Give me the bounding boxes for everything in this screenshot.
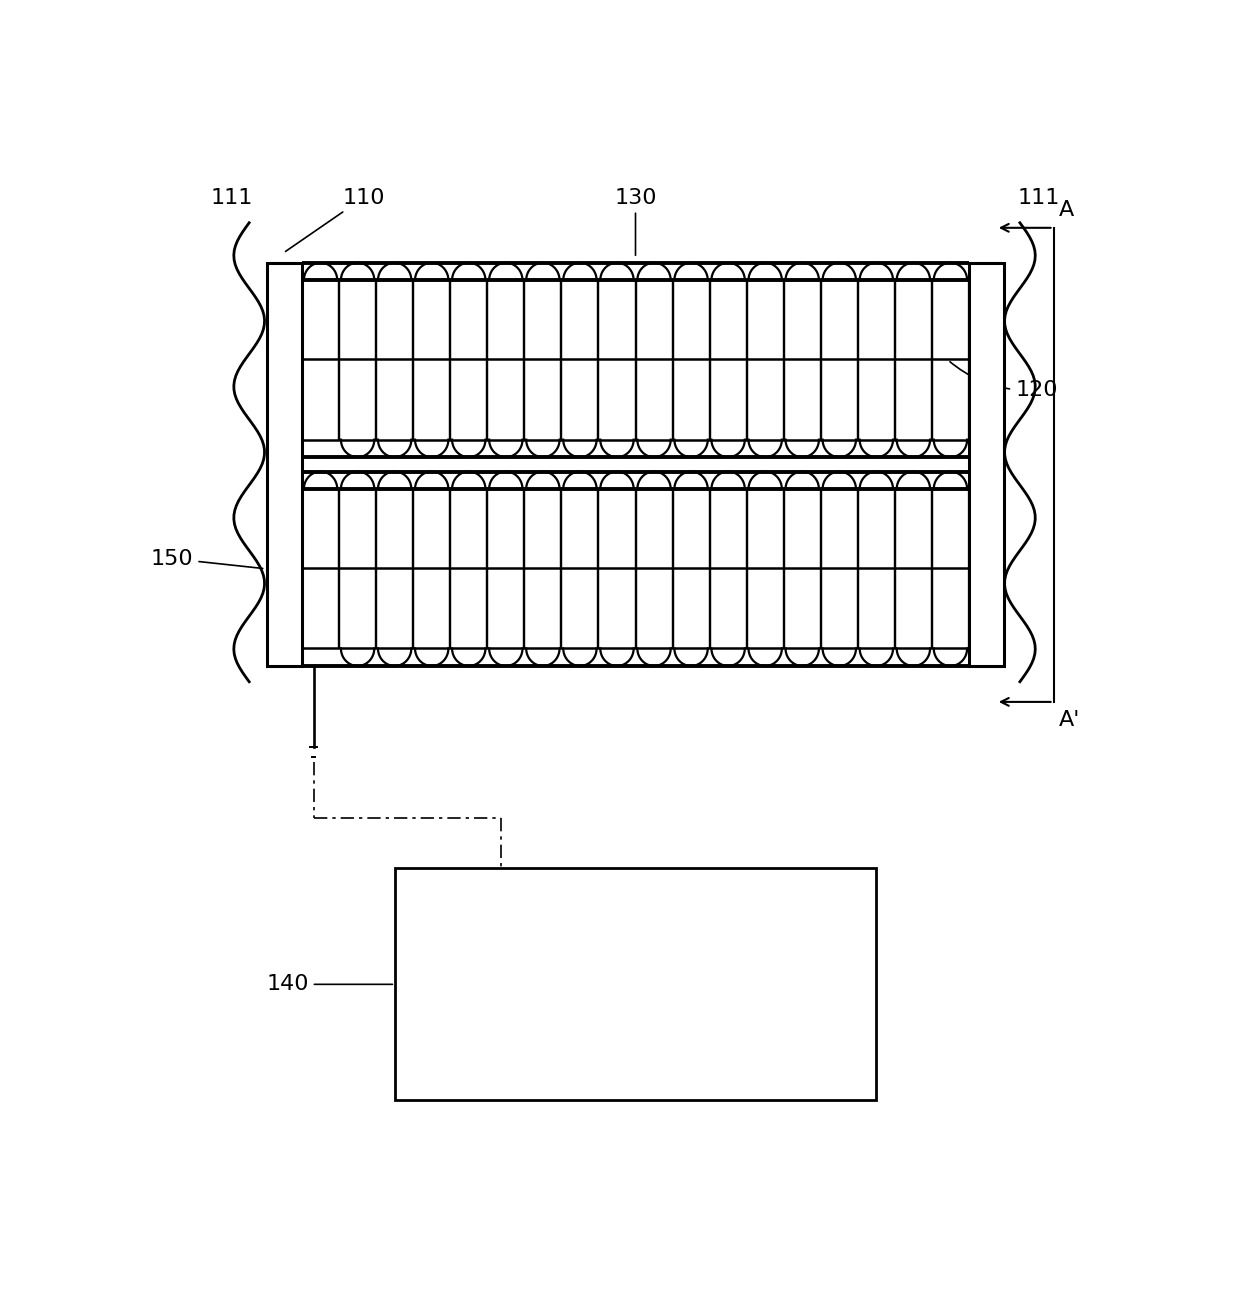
Text: 140: 140 [267,975,393,994]
Bar [396,869,875,1100]
Text: 111: 111 [211,187,253,207]
Bar [968,263,1003,665]
Text: A: A [1059,199,1074,220]
Text: 120: 120 [950,362,1058,400]
Text: 150: 150 [151,549,263,569]
Text: 130: 130 [614,187,657,255]
Bar [268,263,303,665]
Text: A': A' [1059,710,1080,730]
Text: 111: 111 [1018,187,1060,207]
Text: 110: 110 [285,187,384,252]
